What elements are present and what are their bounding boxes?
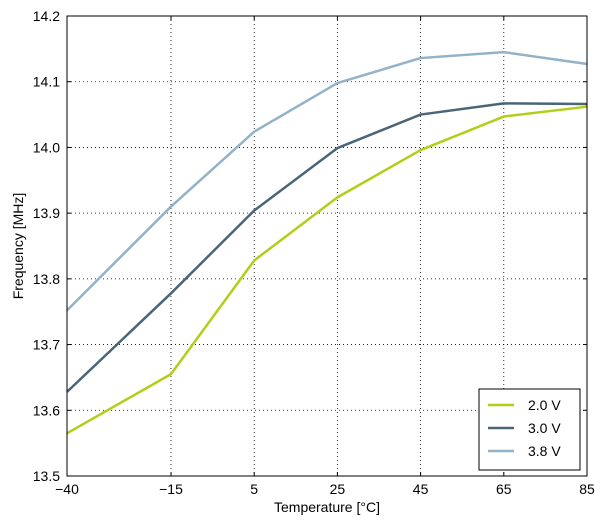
grid-lines	[67, 16, 587, 476]
x-tick-label: 85	[579, 481, 595, 497]
tick-labels: −40 −15 5 25 45 65 85 13.5 13.6 13.7 13.8 13.9 14.0 1…	[33, 8, 595, 497]
legend-box	[478, 388, 581, 471]
x-tick-label: −15	[159, 481, 183, 497]
x-tick-label: 45	[413, 481, 429, 497]
legend: 2.0 V 3.0 V 3.8 V	[478, 388, 581, 471]
y-tick-label: 13.6	[33, 402, 60, 418]
series-line-3	[66, 50, 588, 312]
y-tick-label: 13.7	[33, 337, 60, 353]
y-tick-label: 13.5	[33, 468, 60, 484]
series-line-2	[66, 102, 588, 393]
x-tick-label: 5	[250, 481, 258, 497]
x-axis-title: Temperature [°C]	[274, 499, 380, 515]
y-tick-label: 14.1	[33, 74, 60, 90]
tick-marks	[66, 15, 588, 477]
y-tick-label: 13.9	[33, 205, 60, 221]
x-tick-label: −40	[55, 481, 79, 497]
legend-label: 2.0 V	[528, 397, 561, 413]
legend-label: 3.0 V	[528, 420, 561, 436]
y-tick-label: 14.2	[33, 8, 60, 24]
legend-label: 3.8 V	[528, 443, 561, 459]
y-tick-label: 13.8	[33, 271, 60, 287]
series-line-1	[66, 105, 588, 435]
plot-area-frame	[66, 15, 588, 477]
series-lines	[66, 50, 588, 435]
y-axis-title: Frequency [MHz]	[10, 193, 26, 300]
x-tick-label: 25	[330, 481, 346, 497]
x-tick-label: 65	[496, 481, 512, 497]
y-tick-label: 14.0	[33, 139, 60, 155]
